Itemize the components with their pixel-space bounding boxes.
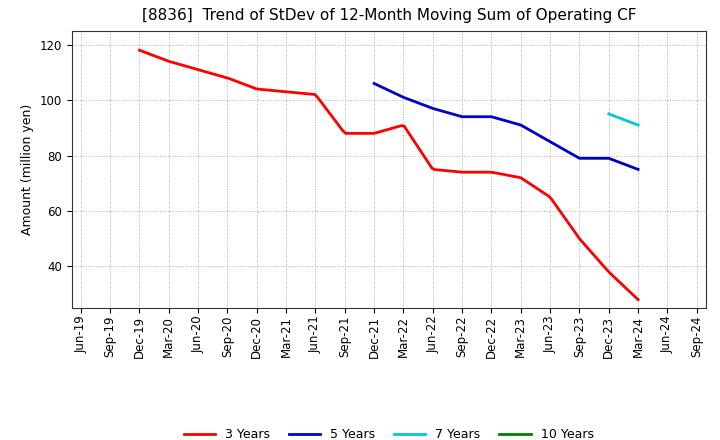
Title: [8836]  Trend of StDev of 12-Month Moving Sum of Operating CF: [8836] Trend of StDev of 12-Month Moving… xyxy=(142,7,636,23)
Y-axis label: Amount (million yen): Amount (million yen) xyxy=(22,104,35,235)
Legend: 3 Years, 5 Years, 7 Years, 10 Years: 3 Years, 5 Years, 7 Years, 10 Years xyxy=(179,423,598,440)
